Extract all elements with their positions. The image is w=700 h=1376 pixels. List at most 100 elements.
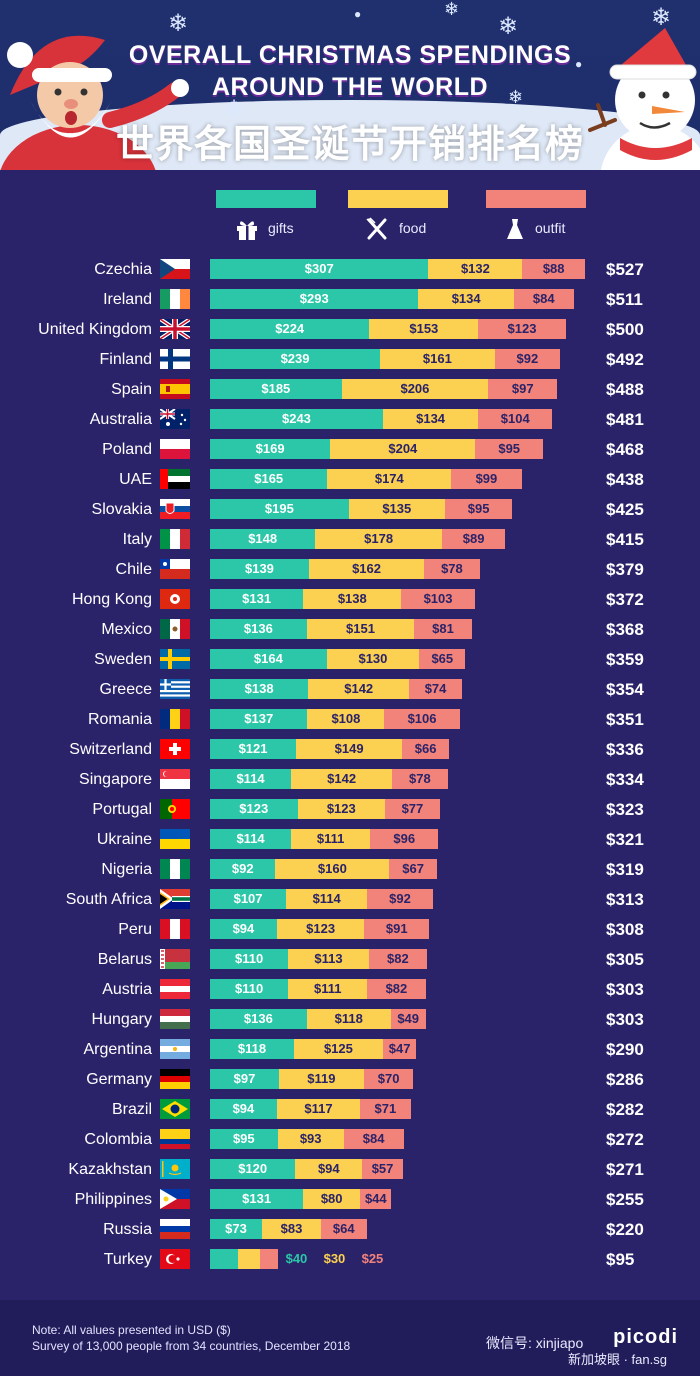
stacked-bar: $139 $162 $78 (210, 559, 480, 579)
bar-segment-gifts: $107 (210, 889, 287, 909)
country-label: Kazakhstan (68, 1161, 152, 1178)
bar-segment-outfit (259, 1249, 278, 1269)
bar-segment-food: $83 (261, 1219, 321, 1239)
bar-segment-food: $93 (277, 1129, 344, 1149)
chart-title-line1: OVERALL CHRISTMAS SPENDINGS (128, 41, 572, 69)
flag-icon (160, 379, 190, 399)
chart-row: Chile $139 $162 $78 $379 (0, 559, 700, 581)
country-label: UAE (119, 471, 152, 488)
flag-icon (160, 1039, 190, 1059)
flag-icon (160, 409, 190, 429)
bar-segment-food: $161 (380, 349, 495, 369)
chart-row: Sweden $164 $130 $65 $359 (0, 649, 700, 671)
bar-segment-outfit: $82 (368, 949, 428, 969)
bar-segment-food: $80 (303, 1189, 361, 1209)
total-label: $372 (606, 590, 644, 609)
stacked-bar: $121 $149 $66 (210, 739, 450, 759)
total-label: $415 (606, 530, 644, 549)
chart-row: Italy $148 $178 $89 $415 (0, 529, 700, 551)
flag-icon (160, 499, 190, 519)
stacked-bar: $185 $206 $97 (210, 379, 558, 399)
stacked-bar: $92 $160 $67 (210, 859, 437, 879)
stacked-bar: $165 $174 $99 (210, 469, 522, 489)
flag-icon (160, 709, 190, 729)
chart-row: Poland $169 $204 $95 $468 (0, 439, 700, 461)
total-label: $351 (606, 710, 644, 729)
flag-icon (160, 469, 190, 489)
chart-row: UAE $165 $174 $99 $438 (0, 469, 700, 491)
bar-segment-outfit: $96 (370, 829, 439, 849)
chart-row: Mexico $136 $151 $81 $368 (0, 619, 700, 641)
bar-segment-food: $160 (275, 859, 390, 879)
bar-segment-gifts: $118 (210, 1039, 294, 1059)
chart-legend: gifts food outfit (0, 190, 700, 240)
flag-icon (160, 619, 190, 639)
chart-row: Finland $239 $161 $92 $492 (0, 349, 700, 371)
bar-segment-gifts: $148 (210, 529, 316, 549)
total-label: $321 (606, 830, 644, 849)
bar-segment-food: $113 (288, 949, 369, 969)
bar-segment-outfit: $97 (488, 379, 558, 399)
legend-outfit (486, 190, 586, 208)
bar-segment-outfit: $88 (522, 259, 585, 279)
total-label: $336 (606, 740, 644, 759)
stacked-bar: $123 $123 $77 (210, 799, 440, 819)
data-label-food: $30 (323, 1251, 346, 1266)
legend-swatch-outfit (486, 190, 586, 208)
chart-row: Brazil $94 $117 $71 $282 (0, 1099, 700, 1121)
stacked-bar: $131 $138 $103 (210, 589, 475, 609)
legend-gifts (216, 190, 316, 208)
snowflake-icon: ❄ (168, 10, 189, 37)
legend-food (348, 190, 448, 208)
bar-segment-gifts: $293 (210, 289, 419, 309)
bar-segment-gifts: $110 (210, 949, 289, 969)
total-label: $303 (606, 1010, 644, 1029)
bar-segment-gifts: $165 (210, 469, 328, 489)
flag-icon (160, 979, 190, 999)
snowflake-icon: ❄ (224, 96, 245, 123)
bar-segment-gifts: $94 (210, 919, 277, 939)
header-banner: ❄ ❄ ❄ ❄ ❄ ❄ ● ● OVERALL CHRISTMAS SPENDI… (0, 0, 700, 170)
country-label: Argentina (83, 1041, 153, 1058)
stacked-bar: $97 $119 $70 (210, 1069, 414, 1089)
bar-segment-gifts: $110 (210, 979, 289, 999)
country-label: Belarus (97, 951, 152, 968)
total-label: $511 (606, 290, 643, 309)
stacked-bar: $136 $151 $81 (210, 619, 472, 639)
bar-segment-outfit: $44 (360, 1189, 392, 1209)
country-label: Mexico (101, 621, 152, 638)
total-label: $468 (606, 440, 644, 459)
flag-icon (160, 1189, 190, 1209)
total-label: $379 (606, 560, 644, 579)
stacked-bar: $110 $111 $82 (210, 979, 426, 999)
bar-segment-gifts: $136 (210, 1009, 307, 1029)
total-label: $272 (606, 1130, 644, 1149)
bar-segment-outfit: $84 (343, 1129, 404, 1149)
stacked-bar: $118 $125 $47 (210, 1039, 417, 1059)
total-label: $368 (606, 620, 644, 639)
snowflake-icon: ❄ (498, 13, 519, 40)
flag-icon (160, 559, 190, 579)
bar-segment-outfit: $71 (360, 1099, 411, 1119)
flag-icon (160, 439, 190, 459)
flag-icon (160, 1129, 190, 1149)
bar-segment-food: $118 (306, 1009, 391, 1029)
country-label: Greece (99, 681, 152, 698)
stacked-bar: $114 $111 $96 (210, 829, 439, 849)
snowflake-icon: ● (354, 7, 362, 21)
chart-row: Ukraine $114 $111 $96 $321 (0, 829, 700, 851)
total-label: $255 (606, 1190, 644, 1209)
watermark-line2: 新加坡眼 · fan.sg (568, 1352, 667, 1367)
bar-segment-outfit: $92 (494, 349, 561, 369)
bar-segment-outfit: $47 (382, 1039, 417, 1059)
bar-segment-gifts: $114 (210, 829, 292, 849)
bar-segment-gifts: $123 (210, 799, 298, 819)
chart-row: Kazakhstan $120 $94 $57 $271 (0, 1159, 700, 1181)
country-label: Slovakia (91, 501, 152, 518)
stacked-bar: $94 $117 $71 (210, 1099, 411, 1119)
chart-row: Russia $73 $83 $64 $220 (0, 1219, 700, 1241)
bar-segment-outfit: $92 (367, 889, 433, 909)
chart-title-line2: AROUND THE WORLD (211, 73, 489, 101)
chart-row: United Kingdom $224 $153 $123 $500 (0, 319, 700, 341)
flag-icon (160, 589, 190, 609)
